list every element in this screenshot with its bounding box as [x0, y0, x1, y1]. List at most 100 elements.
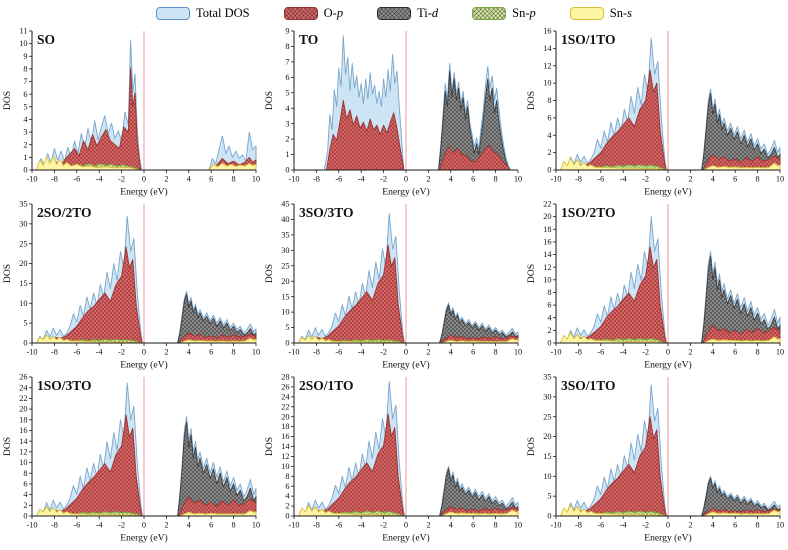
y-tick-label: 6: [285, 73, 289, 82]
legend-label: O-p: [324, 6, 343, 21]
x-tick-label: -6: [335, 521, 342, 530]
y-tick-label: 8: [23, 469, 27, 478]
y-tick-label: 18: [19, 415, 27, 424]
y-tick-label: 16: [19, 426, 27, 435]
panel-title: 1SO/3TO: [37, 378, 92, 393]
y-tick-label: 20: [19, 259, 27, 268]
legend-item-total: Total DOS: [155, 6, 250, 21]
x-tick-label: 2: [688, 348, 692, 357]
y-tick-label: 8: [23, 65, 27, 74]
x-tick-label: 4: [187, 175, 192, 184]
y-tick-label: 22: [19, 394, 27, 403]
x-axis-label: Energy (eV): [120, 360, 168, 371]
legend-label-orbital: p: [336, 6, 344, 20]
x-axis-label: Energy (eV): [120, 187, 168, 198]
x-tick-label: 6: [471, 348, 475, 357]
x-axis-label: Energy (eV): [644, 360, 692, 371]
series-op-area: [304, 413, 519, 517]
y-tick-label: 15: [281, 292, 289, 301]
y-tick-label: 9: [285, 27, 289, 36]
x-tick-label: -4: [620, 521, 628, 530]
op-swatch: [283, 7, 318, 20]
x-tick-label: -8: [313, 521, 320, 530]
dos-plot: -10 -8 -6 -4 -2 0 2 4 6 8 10 0 1 2 3 4 5 6 7 8 9 TO Energy (eV…: [264, 27, 522, 198]
x-tick-label: 6: [471, 521, 475, 530]
legend: Total DOS O-p Ti-d Sn-p Sn-s: [0, 1, 788, 26]
y-tick-label: 20: [281, 412, 289, 421]
y-tick-label: 25: [19, 239, 27, 248]
legend-label-name: Ti-: [417, 6, 432, 20]
y-tick-label: 8: [547, 96, 551, 105]
y-tick-label: 16: [543, 238, 551, 247]
panel-title: 3SO/1TO: [561, 378, 616, 393]
y-tick-label: 5: [23, 319, 27, 328]
x-tick-label: 4: [449, 348, 454, 357]
y-tick-label: 8: [285, 42, 289, 51]
y-tick-label: 2: [23, 501, 27, 510]
panel-title: 2SO/1TO: [299, 378, 354, 393]
x-tick-label: -10: [288, 175, 299, 184]
dos-panel-so: -10 -8 -6 -4 -2 0 2 4 6 8 10 0 1 2 3 4 5 6 7 8 9 10 11 SO Energy…: [1, 26, 263, 199]
x-tick-label: 0: [666, 348, 670, 357]
total-swatch: [155, 7, 190, 20]
y-tick-label: 24: [19, 383, 28, 392]
legend-label: Total DOS: [196, 6, 250, 21]
y-tick-label: 11: [20, 27, 28, 36]
y-tick-label: 14: [19, 437, 28, 446]
y-tick-label: 4: [285, 104, 290, 113]
y-tick-label: 20: [19, 405, 27, 414]
y-tick-label: 6: [23, 90, 27, 99]
x-tick-label: -4: [96, 348, 104, 357]
x-tick-label: 2: [426, 521, 430, 530]
y-tick-label: 4: [547, 131, 552, 140]
x-tick-label: 6: [733, 175, 737, 184]
y-tick-label: 10: [543, 79, 551, 88]
x-tick-label: 0: [404, 175, 408, 184]
y-tick-label: 4: [23, 490, 28, 499]
x-tick-label: -6: [597, 521, 604, 530]
y-tick-label: 0: [23, 512, 27, 521]
y-tick-label: 10: [543, 275, 551, 284]
y-tick-label: 9: [23, 52, 27, 61]
x-tick-label: -6: [335, 175, 342, 184]
series-op-area: [326, 100, 511, 171]
x-tick-label: -8: [575, 175, 582, 184]
x-tick-label: -10: [288, 521, 299, 530]
x-tick-label: -2: [642, 521, 649, 530]
panel-title: SO: [37, 32, 55, 47]
y-tick-label: 26: [281, 383, 289, 392]
y-tick-label: 2: [285, 502, 289, 511]
y-tick-label: 20: [543, 212, 551, 221]
x-tick-label: 0: [666, 175, 670, 184]
x-tick-label: -4: [96, 175, 104, 184]
x-tick-label: 10: [514, 348, 522, 357]
dos-plot: -10 -8 -6 -4 -2 0 2 4 6 8 10 0 1 2 3 4 5 6 7 8 9 10 11 SO Energy…: [2, 27, 260, 198]
x-tick-label: 6: [733, 521, 737, 530]
x-tick-label: -8: [51, 521, 58, 530]
legend-label-name: Sn-: [512, 6, 530, 20]
x-tick-label: 0: [404, 348, 408, 357]
legend-label: Ti-d: [417, 6, 438, 21]
x-tick-label: 2: [426, 348, 430, 357]
x-tick-label: 8: [756, 521, 760, 530]
x-tick-label: 0: [666, 521, 670, 530]
series-total-area: [298, 381, 519, 517]
x-tick-label: -6: [335, 348, 342, 357]
y-tick-label: 6: [547, 113, 551, 122]
x-tick-label: 10: [514, 521, 522, 530]
x-tick-label: -6: [597, 175, 604, 184]
y-tick-label: 1: [285, 150, 289, 159]
y-tick-label: 6: [547, 301, 551, 310]
dos-plot: -10 -8 -6 -4 -2 0 2 4 6 8 10 0 5 10 15 20 25 30 35 2SO/2TO E…: [2, 200, 260, 371]
x-axis-label: Energy (eV): [120, 533, 168, 544]
x-tick-label: -2: [118, 348, 125, 357]
x-tick-label: -10: [550, 521, 561, 530]
x-tick-label: 2: [164, 521, 168, 530]
x-axis-label: Energy (eV): [644, 187, 692, 198]
x-tick-label: -6: [73, 521, 80, 530]
x-tick-label: 2: [164, 348, 168, 357]
x-tick-label: 8: [494, 521, 498, 530]
legend-item-tid: Ti-d: [377, 6, 438, 21]
panel-title: TO: [299, 32, 318, 47]
